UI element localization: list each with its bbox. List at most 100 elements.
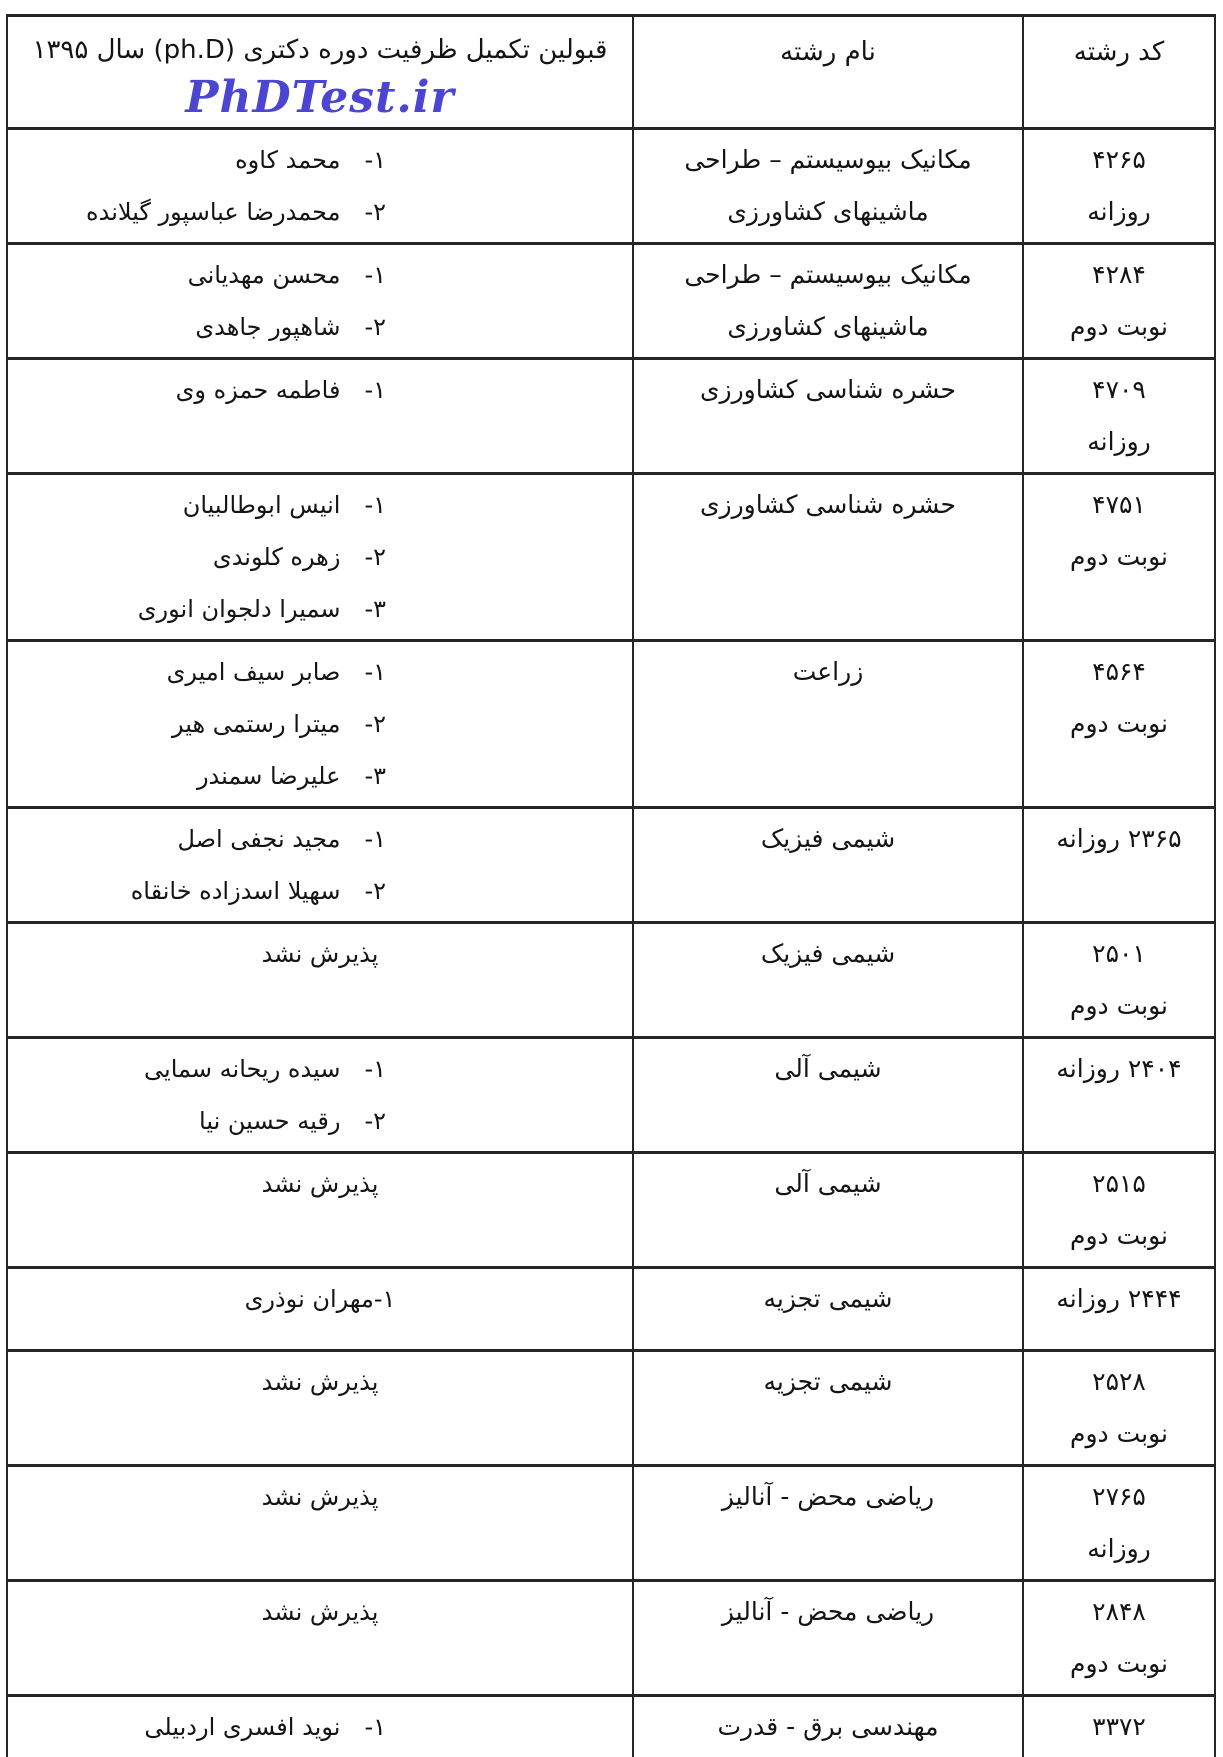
admitted-names-cell: پذیرش نشد [6, 1349, 634, 1467]
phd-admission-table: کد رشته نام رشته قبولین تکمیل ظرفیت دوره… [6, 14, 1216, 1757]
field-code: ۲۸۴۸ [1092, 1597, 1146, 1626]
code-cell: ۴۷۵۱ نوبت دوم [1022, 472, 1216, 642]
table-row: ۳۳۷۲ روزانه مهندسی برق - قدرت ۱- نوید افسری … [6, 1694, 1216, 1757]
table-title: قبولین تکمیل ظرفیت دوره دکتری (ph.D) سال… [32, 35, 608, 65]
admitted-names-cell: پذیرش نشد [6, 1151, 634, 1269]
table-row: ۴۵۶۴ نوبت دوم زراعت ۱- صابر سیف امیری ۲- میترا… [6, 639, 1216, 809]
field-code-and-schedule: ۲۴۰۴ روزانه [1056, 1054, 1182, 1083]
field-code: ۲۷۶۵ [1092, 1482, 1146, 1511]
header-admitted-cell: قبولین تکمیل ظرفیت دوره دکتری (ph.D) سال… [6, 14, 634, 130]
admitted-status-line: پذیرش نشد [261, 1598, 379, 1626]
header-code-label: کد رشته [1073, 37, 1165, 67]
field-code: ۴۲۶۵ [1092, 145, 1146, 174]
field-name-line: مکانیک بیوسیستم – طراحی [684, 145, 972, 174]
admitted-names-cell: پذیرش نشد [6, 921, 634, 1039]
field-name-line: زراعت [792, 657, 864, 686]
code-cell: ۴۷۰۹ روزانه [1022, 357, 1216, 475]
header-code-cell: کد رشته [1022, 14, 1216, 130]
person-name: فاطمه حمزه وی [175, 376, 341, 404]
admitted-name-line: ۱- محسن مهدیانی [10, 249, 630, 301]
admitted-status-line: پذیرش نشد [261, 1368, 379, 1396]
field-name-cell: زراعت [632, 639, 1024, 809]
person-name: میترا رستمی هیر [171, 710, 341, 738]
admitted-name-line: ۲- میترا رستمی هیر [10, 698, 630, 750]
table-row: ۲۸۴۸ نوبت دوم ریاضی محض - آنالیز پذیرش نشد [6, 1579, 1216, 1697]
schedule-type: نوبت دوم [1069, 1419, 1168, 1448]
field-name-cell: حشره شناسی کشاورزی [632, 472, 1024, 642]
header-field-cell: نام رشته [632, 14, 1024, 130]
field-name-cell: شیمی تجزیه [632, 1266, 1024, 1352]
code-cell: ۲۸۴۸ نوبت دوم [1022, 1579, 1216, 1697]
list-number: ۱- [364, 658, 386, 686]
admitted-name-line: ۲- سهیلا اسدزاده خانقاه [10, 865, 630, 917]
code-cell: ۲۵۱۵ نوبت دوم [1022, 1151, 1216, 1269]
table-row: ۴۷۰۹ روزانه حشره شناسی کشاورزی ۱- فاطمه حمزه… [6, 357, 1216, 475]
admitted-names-cell: پذیرش نشد [6, 1464, 634, 1582]
table-row: ۴۷۵۱ نوبت دوم حشره شناسی کشاورزی ۱- انیس ابو… [6, 472, 1216, 642]
table-row: ۲۴۴۴ روزانه شیمی تجزیه ۱-مهران نوذری [6, 1266, 1216, 1352]
table-row: ۲۵۲۸ نوبت دوم شیمی تجزیه پذیرش نشد [6, 1349, 1216, 1467]
field-name-cell: مهندسی برق - قدرت [632, 1694, 1024, 1757]
admitted-names-cell: ۱- انیس ابوطالبیان ۲- زهره کلوندی ۳- سمیرا دل… [6, 472, 634, 642]
field-code-and-schedule: ۲۴۴۴ روزانه [1056, 1284, 1182, 1313]
field-name-line: مهندسی برق - قدرت [717, 1712, 939, 1741]
header-row: کد رشته نام رشته قبولین تکمیل ظرفیت دوره… [6, 14, 1216, 130]
admitted-names-cell: ۱-نوید افسری اردبیلی۲-علی احمدپور۳-سعید … [6, 1694, 634, 1757]
field-code: ۲۵۱۵ [1092, 1169, 1146, 1198]
list-number: ۲- [364, 710, 386, 738]
field-name-cell: شیمی فیزیک [632, 806, 1024, 924]
person-name: سمیرا دلجوان انوری [137, 595, 341, 623]
list-number: ۲- [364, 543, 386, 571]
field-name-cell: شیمی تجزیه [632, 1349, 1024, 1467]
field-name-line: شیمی فیزیک [760, 824, 896, 853]
field-name-line: ماشینهای کشاورزی [727, 197, 929, 226]
admitted-name-line: ۱- نوید افسری اردبیلی [10, 1701, 630, 1753]
code-cell: ۲۵۲۸ نوبت دوم [1022, 1349, 1216, 1467]
person-name: انیس ابوطالبیان [182, 491, 341, 519]
field-name-cell: شیمی آلی [632, 1151, 1024, 1269]
schedule-type: روزانه [1087, 1534, 1151, 1563]
admitted-name-line: ۲-علی احمدپور [10, 1753, 630, 1757]
list-number: ۱- [364, 376, 386, 404]
list-number: ۲- [364, 877, 386, 905]
person-name: محسن مهدیانی [187, 261, 341, 289]
code-cell: ۲۴۰۴ روزانه [1022, 1036, 1216, 1154]
schedule-type: نوبت دوم [1069, 1221, 1168, 1250]
admitted-names-cell: ۱- محمد کاوه ۲- محمدرضا عباسپور گیلانده [6, 127, 634, 245]
schedule-type: روزانه [1026, 1753, 1212, 1757]
field-name-cell: مکانیک بیوسیستم – طراحی ماشینهای کشاورزی [632, 127, 1024, 245]
field-name-line: شیمی تجزیه [763, 1284, 893, 1313]
field-code: ۲۵۲۸ [1092, 1367, 1146, 1396]
admitted-status-line: پذیرش نشد [261, 1483, 379, 1511]
person-name: مجید نجفی اصل [177, 825, 341, 853]
field-code-and-schedule: ۲۳۶۵ روزانه [1056, 824, 1182, 853]
table-row: ۴۲۶۵ روزانه مکانیک بیوسیستم – طراحی ماشینها… [6, 127, 1216, 245]
person-name: سهیلا اسدزاده خانقاه [130, 877, 341, 905]
person-name: علیرضا سمندر [196, 762, 341, 790]
admitted-name-line: ۲- زهره کلوندی [10, 531, 630, 583]
field-name-line: شیمی آلی [774, 1054, 882, 1083]
person-name: رقیه حسین نیا [199, 1107, 341, 1135]
field-name-line: شیمی آلی [774, 1169, 882, 1198]
list-number: ۱- [364, 1055, 386, 1083]
table-body: ۴۲۶۵ روزانه مکانیک بیوسیستم – طراحی ماشینها… [6, 127, 1216, 1757]
person-name: سیده ریحانه سمایی [144, 1055, 341, 1083]
list-number: ۱- [364, 491, 386, 519]
field-name-line: حشره شناسی کشاورزی [699, 490, 957, 519]
schedule-type: روزانه [1087, 427, 1151, 456]
field-code: ۴۷۵۱ [1092, 490, 1146, 519]
field-name-cell: شیمی آلی [632, 1036, 1024, 1154]
admitted-name-line: ۲- محمدرضا عباسپور گیلانده [10, 186, 630, 238]
table-row: ۴۲۸۴ نوبت دوم مکانیک بیوسیستم – طراحی ماشین… [6, 242, 1216, 360]
field-code: ۴۵۶۴ [1092, 657, 1146, 686]
list-number: ۲- [364, 1107, 386, 1135]
code-cell: ۲۷۶۵ روزانه [1022, 1464, 1216, 1582]
admitted-status-line: پذیرش نشد [261, 940, 379, 968]
schedule-type: نوبت دوم [1069, 991, 1168, 1020]
admitted-names-cell: پذیرش نشد [6, 1579, 634, 1697]
person-name: محمد کاوه [235, 146, 341, 174]
list-number: ۳- [364, 595, 386, 623]
person-name: نوید افسری اردبیلی [144, 1713, 341, 1741]
phdtest-logo: PhDTest.ir [185, 72, 455, 123]
